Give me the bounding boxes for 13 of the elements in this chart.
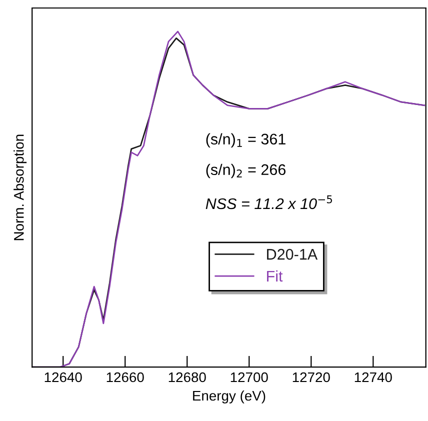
x-tick-label: 12680 <box>168 372 206 382</box>
annotation: NSS = 11.2 x 10$^{−5}$ <box>206 195 332 210</box>
x-tick-label: 12720 <box>292 372 330 382</box>
annotation: (s/n)$_{2}$ = 266 <box>206 164 286 178</box>
x-tick-label: 12700 <box>230 372 268 382</box>
legend-label: Fit <box>267 270 283 282</box>
x-tick-label: 12640 <box>44 372 82 382</box>
annotation: (s/n)$_{1}$ = 361 <box>206 133 286 148</box>
x-tick-label: 12740 <box>354 372 392 382</box>
x-axis-title: Energy (eV) <box>193 390 266 404</box>
x-tick-label: 12660 <box>106 372 144 382</box>
legend-label: D20-1A <box>267 248 318 260</box>
y-axis-title: Norm. Absorption <box>14 134 27 240</box>
